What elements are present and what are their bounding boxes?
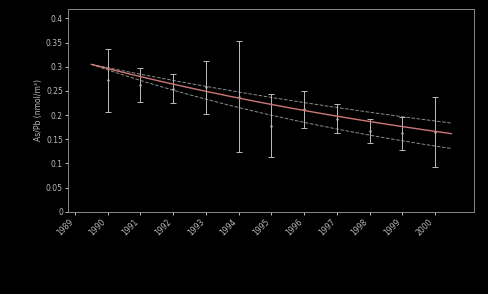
Point: [332, 117, 340, 121]
Point: [267, 123, 275, 128]
Point: [430, 130, 438, 134]
Y-axis label: As/Pb (nmol/m³): As/Pb (nmol/m³): [34, 79, 43, 141]
Point: [300, 107, 307, 112]
Point: [365, 129, 373, 133]
Point: [234, 94, 242, 99]
Point: [398, 131, 406, 136]
Point: [169, 86, 177, 91]
Point: [103, 78, 111, 83]
Point: [202, 85, 209, 89]
Point: [136, 82, 144, 87]
